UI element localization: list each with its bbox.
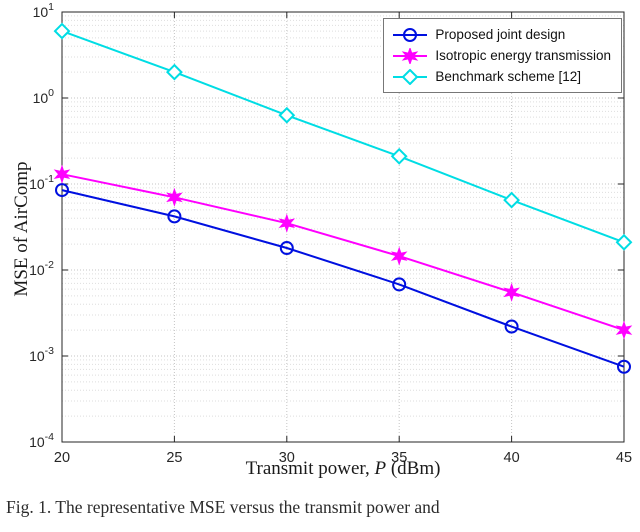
svg-text:101: 101 xyxy=(33,1,55,20)
svg-text:45: 45 xyxy=(616,450,632,466)
x-axis-label-prefix: Transmit power, xyxy=(245,458,375,479)
svg-text:10-3: 10-3 xyxy=(29,345,54,364)
legend-label: Benchmark scheme [12] xyxy=(435,69,581,84)
svg-text:10-4: 10-4 xyxy=(29,431,54,450)
x-axis-label-suffix: (dBm) xyxy=(386,458,441,479)
legend-entry-benchmark: Benchmark scheme [12] xyxy=(392,66,611,87)
x-axis-label-variable: P xyxy=(374,458,387,479)
svg-text:20: 20 xyxy=(54,450,70,466)
y-axis-label: MSE of AirComp xyxy=(11,161,32,297)
svg-text:10-1: 10-1 xyxy=(29,173,54,192)
legend: Proposed joint design Isotropic energy t… xyxy=(383,18,622,93)
svg-text:35: 35 xyxy=(391,450,407,466)
svg-text:10-2: 10-2 xyxy=(29,259,54,278)
legend-entry-proposed: Proposed joint design xyxy=(392,24,611,45)
svg-text:100: 100 xyxy=(33,87,55,106)
svg-text:40: 40 xyxy=(504,450,520,466)
x-axis-label: Transmit power, P (dBm) xyxy=(62,458,624,480)
svg-text:25: 25 xyxy=(166,450,182,466)
legend-label: Proposed joint design xyxy=(435,27,566,42)
svg-text:30: 30 xyxy=(279,450,295,466)
legend-swatch-proposed-icon xyxy=(393,27,428,42)
figure-caption: Fig. 1. The representative MSE versus th… xyxy=(6,497,440,517)
legend-swatch-isotropic-icon xyxy=(393,47,428,64)
legend-label: Isotropic energy transmission xyxy=(435,48,611,63)
legend-entry-isotropic: Isotropic energy transmission xyxy=(392,45,611,66)
legend-swatch-benchmark-icon xyxy=(393,68,428,85)
